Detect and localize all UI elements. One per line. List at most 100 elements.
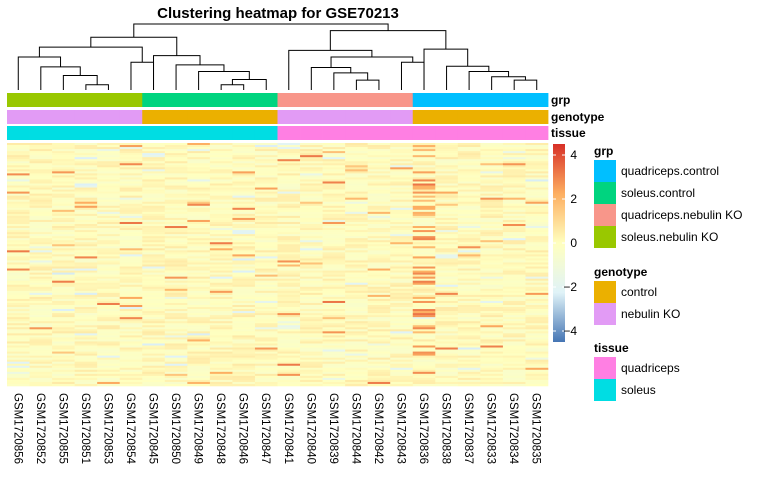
heatmap-cell — [367, 230, 391, 233]
heatmap-cell — [187, 179, 211, 182]
heatmap-cell — [390, 213, 414, 217]
heatmap-cell — [254, 361, 278, 365]
heatmap-cell — [435, 276, 459, 279]
heatmap-cell — [457, 228, 481, 231]
heatmap-cell — [97, 147, 121, 150]
heatmap-cell — [345, 260, 368, 263]
heatmap-cell — [142, 260, 166, 263]
heatmap-cell — [74, 179, 98, 182]
dendrogram-branch — [310, 67, 352, 90]
heatmap-cell — [525, 377, 549, 381]
heatmap-cell — [412, 290, 436, 294]
heatmap-cell — [232, 167, 256, 170]
heatmap-cell — [52, 286, 75, 290]
heatmap-cell — [119, 163, 143, 166]
heatmap-cell — [142, 224, 166, 227]
heatmap-cell — [345, 242, 368, 245]
heatmap-cell — [187, 282, 211, 286]
heatmap-cell — [187, 256, 211, 259]
heatmap-cell — [142, 258, 166, 261]
heatmap-cell — [457, 278, 481, 281]
heatmap-cell — [232, 357, 256, 360]
heatmap-cell — [435, 347, 459, 350]
heatmap-cell — [7, 286, 30, 290]
heatmap-cell — [525, 157, 549, 160]
heatmap-cell — [29, 147, 53, 150]
heatmap-cell — [7, 197, 30, 200]
heatmap-cell — [209, 286, 233, 290]
heatmap-cell — [74, 343, 98, 346]
heatmap-cell — [142, 230, 166, 233]
heatmap-cell — [209, 272, 233, 275]
heatmap-cell — [164, 319, 188, 322]
heatmap-cell — [435, 226, 459, 229]
heatmap-cell — [435, 153, 459, 156]
heatmap-cell — [502, 199, 526, 203]
heatmap-cell — [29, 234, 53, 237]
heatmap-cell — [209, 207, 233, 211]
heatmap-cell — [345, 240, 368, 243]
heatmap-cell — [345, 207, 368, 211]
heatmap-cell — [254, 331, 278, 334]
heatmap-cell — [232, 155, 256, 158]
heatmap-cell — [119, 226, 143, 229]
heatmap-cell — [29, 341, 53, 344]
heatmap-cell — [232, 260, 256, 263]
heatmap-cell — [390, 343, 414, 346]
heatmap-cell — [7, 357, 30, 360]
heatmap-cell — [525, 290, 549, 294]
heatmap-cell — [300, 284, 323, 288]
heatmap-cell — [390, 145, 414, 148]
heatmap-cell — [209, 379, 233, 383]
heatmap-cell — [232, 276, 256, 279]
heatmap-cell — [97, 248, 121, 251]
heatmap-cell — [142, 349, 166, 352]
heatmap-cell — [7, 179, 30, 182]
heatmap-cell — [209, 217, 233, 221]
heatmap-cell — [390, 221, 414, 225]
heatmap-cell — [164, 284, 188, 288]
heatmap-cell — [232, 313, 256, 316]
heatmap-cell — [480, 147, 504, 150]
heatmap-cell — [29, 302, 53, 306]
heatmap-cell — [7, 230, 30, 233]
heatmap-cell — [277, 213, 301, 217]
annotation-cell-genotype — [412, 110, 436, 124]
heatmap-cell — [254, 333, 278, 336]
heatmap-cell — [142, 292, 166, 296]
heatmap-cell — [412, 373, 436, 377]
heatmap-cell — [457, 195, 481, 198]
heatmap-cell — [232, 147, 256, 150]
heatmap-cell — [97, 361, 121, 365]
heatmap-cell — [209, 177, 233, 180]
heatmap-cell — [232, 246, 256, 249]
heatmap-cell — [164, 236, 188, 239]
heatmap-cell — [435, 331, 459, 334]
heatmap-cell — [74, 284, 98, 288]
heatmap-cell — [502, 280, 526, 284]
heatmap-cell — [187, 329, 211, 332]
heatmap-cell — [232, 197, 256, 200]
heatmap-cell — [74, 323, 98, 326]
heatmap-cell — [480, 381, 504, 385]
heatmap-cell — [52, 331, 75, 334]
heatmap-cell — [277, 175, 301, 178]
heatmap-cell — [164, 199, 188, 203]
heatmap-cell — [435, 325, 459, 328]
heatmap-cell — [97, 264, 121, 267]
heatmap-cell — [119, 272, 143, 275]
heatmap-cell — [119, 203, 143, 207]
annotation-cell-grp — [164, 93, 188, 107]
heatmap-cell — [525, 305, 549, 308]
heatmap-cell — [97, 333, 121, 336]
heatmap-cell — [29, 169, 53, 172]
heatmap-cell — [29, 250, 53, 253]
heatmap-cell — [97, 175, 121, 178]
heatmap-cell — [7, 193, 30, 196]
heatmap-cell — [480, 254, 504, 257]
heatmap-cell — [142, 165, 166, 168]
heatmap-cell — [457, 199, 481, 203]
heatmap-cell — [502, 333, 526, 336]
annotation-cell-tissue — [119, 126, 143, 140]
heatmap-cell — [119, 383, 143, 387]
